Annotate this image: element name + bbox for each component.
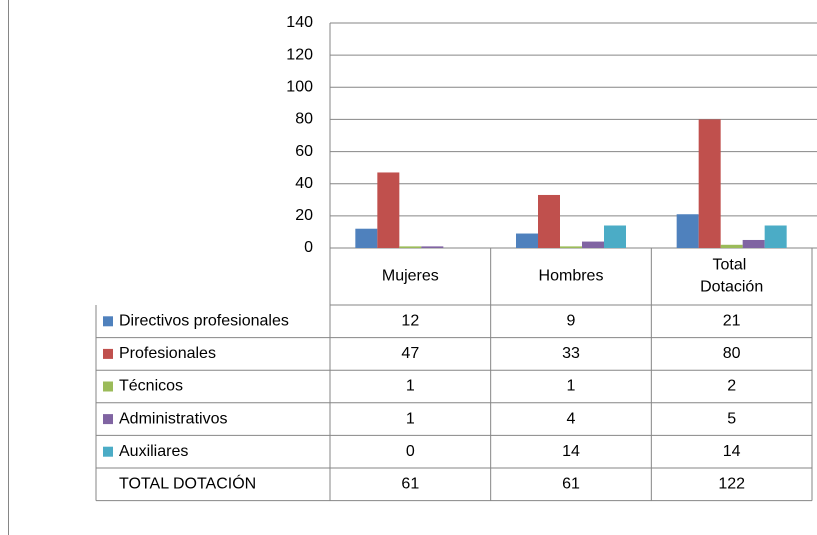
bar (676, 214, 699, 248)
table-value: 5 (727, 410, 736, 427)
bar (399, 246, 422, 248)
table-value: 2 (727, 378, 736, 395)
total-value: 61 (401, 476, 419, 493)
legend-label: Profesionales (119, 345, 216, 362)
legend-label: Administrativos (119, 410, 227, 427)
table-value: 33 (562, 345, 580, 362)
table-value: 80 (723, 345, 741, 362)
bar (377, 172, 400, 248)
bar (720, 244, 743, 248)
legend-swatch (103, 381, 113, 392)
table-value: 21 (723, 313, 741, 330)
y-tick-label: 40 (295, 175, 313, 192)
bar (355, 228, 378, 248)
table-value: 1 (406, 378, 415, 395)
bar (560, 246, 582, 248)
total-value: 122 (718, 476, 745, 493)
bar (764, 225, 787, 248)
legend-label: Directivos profesionales (119, 313, 289, 330)
table-value: 14 (562, 443, 580, 460)
bar (582, 241, 604, 248)
table-value: 14 (723, 443, 741, 460)
bar (516, 233, 538, 248)
bar (604, 225, 626, 248)
y-tick-label: 120 (286, 46, 313, 63)
legend-label: Auxiliares (119, 443, 188, 460)
table-value: 9 (567, 313, 576, 330)
y-tick-label: 20 (295, 207, 313, 224)
bar (698, 119, 721, 248)
bar (742, 239, 765, 248)
category-label: Total Dotación (700, 257, 763, 296)
table-value: 1 (567, 378, 576, 395)
table-value: 4 (567, 410, 576, 427)
legend-label: Técnicos (119, 378, 183, 395)
table-value: 0 (406, 443, 415, 460)
y-tick-label: 60 (295, 143, 313, 160)
legend-swatch (103, 414, 113, 425)
y-tick-label: 140 (286, 14, 313, 31)
total-value: 61 (562, 476, 580, 493)
total-label: TOTAL DOTACIÓN (119, 474, 256, 493)
bar (421, 246, 444, 248)
table-value: 12 (401, 313, 419, 330)
bar (538, 194, 560, 248)
table-value: 47 (401, 345, 419, 362)
category-label: Mujeres (382, 268, 439, 285)
y-tick-label: 100 (286, 79, 313, 96)
legend-swatch (103, 316, 113, 327)
table-value: 1 (406, 410, 415, 427)
legend-swatch (103, 348, 113, 359)
category-label: Hombres (539, 268, 604, 285)
y-tick-label: 80 (295, 111, 313, 128)
legend-swatch (103, 446, 113, 457)
y-tick-label: 0 (304, 239, 313, 256)
